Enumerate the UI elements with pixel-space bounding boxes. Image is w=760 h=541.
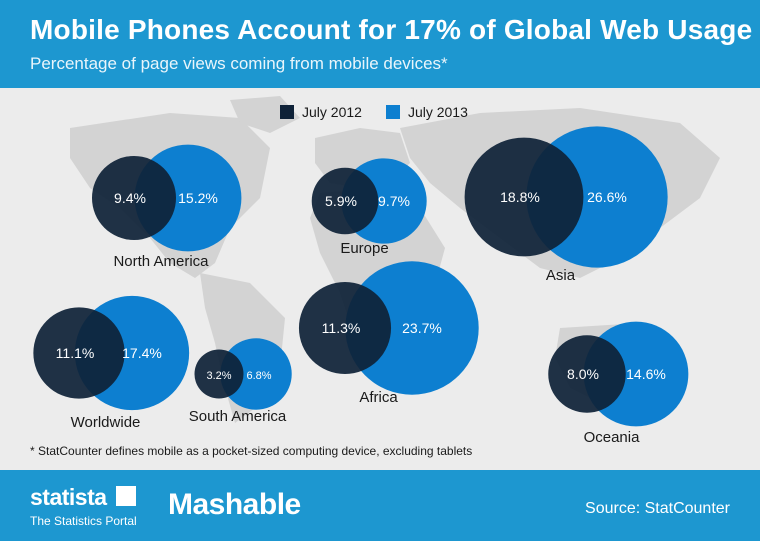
region-label-north-america: North America bbox=[113, 253, 209, 270]
region-label-asia: Asia bbox=[546, 267, 576, 284]
value-label-oceania-2012: 8.0% bbox=[567, 366, 599, 382]
value-label-south-america-2012: 3.2% bbox=[206, 370, 231, 382]
value-label-africa-2013: 23.7% bbox=[402, 320, 442, 336]
value-label-north-america-2012: 9.4% bbox=[114, 190, 146, 206]
value-label-worldwide-2013: 17.4% bbox=[122, 345, 162, 361]
legend-item-2012: July 2012 bbox=[280, 104, 362, 120]
chart-subtitle: Percentage of page views coming from mob… bbox=[30, 54, 448, 73]
value-label-europe-2012: 5.9% bbox=[325, 193, 357, 209]
region-label-africa: Africa bbox=[359, 389, 398, 406]
statista-logo-mark-icon bbox=[116, 486, 136, 506]
chart-legend: July 2012 July 2013 bbox=[280, 104, 482, 120]
legend-item-2013: July 2013 bbox=[385, 104, 468, 120]
footnote: * StatCounter defines mobile as a pocket… bbox=[30, 444, 473, 458]
region-label-europe: Europe bbox=[340, 240, 388, 257]
legend-label-2012: July 2012 bbox=[302, 104, 362, 120]
value-label-africa-2012: 11.3% bbox=[322, 320, 361, 336]
statista-tagline: The Statistics Portal bbox=[30, 514, 137, 528]
value-label-asia-2012: 18.8% bbox=[500, 189, 540, 205]
bubble-worldwide-2012 bbox=[33, 307, 125, 399]
bubble-africa-2013 bbox=[345, 261, 479, 395]
value-label-oceania-2013: 14.6% bbox=[626, 366, 666, 382]
bubble-south-america-2013 bbox=[220, 338, 292, 410]
statista-logo: statista bbox=[30, 484, 107, 510]
region-label-worldwide: Worldwide bbox=[71, 414, 141, 431]
header-banner: Mobile Phones Account for 17% of Global … bbox=[0, 0, 760, 88]
mashable-logo: Mashable bbox=[168, 488, 301, 521]
bubble-south-america-2012 bbox=[194, 349, 244, 399]
value-label-worldwide-2012: 11.1% bbox=[56, 345, 95, 361]
value-label-south-america-2013: 6.8% bbox=[246, 370, 271, 382]
bubble-north-america-2012 bbox=[91, 155, 177, 241]
value-label-europe-2013: 9.7% bbox=[378, 193, 410, 209]
footer-banner: statista The Statistics Portal Mashable … bbox=[0, 470, 760, 541]
region-label-oceania: Oceania bbox=[584, 429, 641, 446]
legend-swatch-2013 bbox=[385, 105, 400, 119]
value-label-asia-2013: 26.6% bbox=[587, 189, 627, 205]
bubble-europe-2012 bbox=[311, 167, 379, 235]
value-label-north-america-2013: 15.2% bbox=[178, 190, 218, 206]
bubble-chart: 9.4% 15.2% North America 5.9% 9.7% Europe 18.8… bbox=[33, 96, 720, 446]
bubble-oceania-2012 bbox=[548, 335, 626, 413]
chart-title: Mobile Phones Account for 17% of Global … bbox=[30, 14, 753, 45]
region-label-south-america: South America bbox=[189, 408, 287, 425]
bubble-asia-2012 bbox=[464, 137, 584, 257]
bubble-africa-2012 bbox=[298, 281, 392, 375]
legend-swatch-2012 bbox=[280, 105, 294, 119]
legend-label-2013: July 2013 bbox=[407, 104, 468, 120]
source-credit: Source: StatCounter bbox=[585, 500, 730, 517]
